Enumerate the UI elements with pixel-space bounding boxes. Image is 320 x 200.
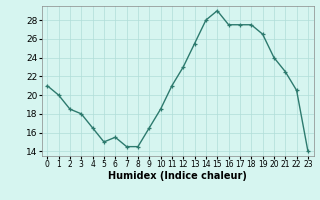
X-axis label: Humidex (Indice chaleur): Humidex (Indice chaleur) [108,171,247,181]
